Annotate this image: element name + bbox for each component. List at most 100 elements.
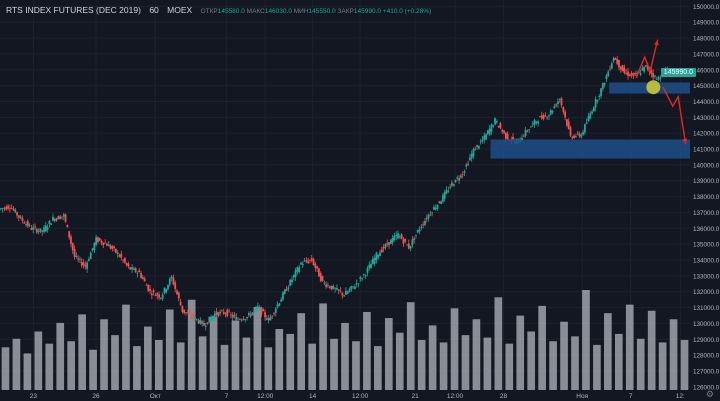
candle-body (143, 278, 146, 282)
candle-body (226, 309, 229, 317)
candle-body (183, 309, 186, 313)
candle-body (59, 216, 62, 219)
candle-body (470, 153, 473, 159)
y-tick-label: 129000.0 (693, 337, 720, 344)
candle-body (646, 65, 649, 70)
y-tick-label: 144000.0 (693, 99, 720, 106)
candle-body (203, 322, 205, 326)
candle-body (531, 123, 534, 125)
candle-body (558, 99, 561, 100)
candle-body (619, 66, 622, 70)
ohlc-readout: ОТКР145580.0 МАКС146030.0 МИН145550.0 ЗА… (201, 8, 432, 15)
candle-body (605, 75, 608, 79)
candle-body (237, 318, 239, 320)
candle-body (17, 215, 20, 218)
candle-body (416, 230, 419, 233)
candle-body (427, 214, 430, 219)
volume-bar (154, 340, 163, 390)
candle-body (422, 224, 425, 226)
candle-body (64, 214, 67, 222)
candle-body (614, 58, 617, 60)
candle-body (512, 136, 514, 140)
candle-body (655, 79, 658, 80)
last-price-tag: 145990.0 (660, 68, 696, 77)
x-tick-label: 21 (411, 393, 419, 400)
volume-bar (669, 319, 678, 390)
candle-body (386, 243, 389, 245)
candle-body (221, 310, 223, 312)
candle-body (80, 261, 83, 266)
candle-body (150, 293, 153, 296)
y-tick-label: 141000.0 (693, 147, 720, 154)
candle-body (551, 110, 554, 113)
timeframe-label[interactable]: 60 (149, 5, 159, 15)
candle-body (3, 207, 6, 209)
candle-body (526, 130, 529, 132)
change-value: +410.0 (+0.28%) (382, 8, 432, 15)
candle-body (37, 230, 40, 232)
candle-body (298, 267, 301, 273)
candle-body (583, 124, 586, 133)
candle-body (256, 306, 259, 309)
candle-body (170, 276, 173, 279)
y-tick-label: 145000.0 (693, 83, 720, 90)
candle-body (141, 277, 144, 279)
candle-body (530, 126, 532, 128)
candle-body (398, 236, 401, 238)
candle-body (600, 88, 602, 96)
candle-body (240, 319, 243, 321)
exchange-label: MOEX (167, 5, 193, 15)
candle-body (578, 133, 581, 137)
volume-bar (133, 346, 141, 390)
volume-bar (122, 304, 130, 390)
candle-body (287, 287, 290, 289)
candle-body (310, 258, 313, 261)
candle-body (46, 227, 49, 230)
candle-body (630, 73, 633, 75)
candle-body (567, 121, 570, 129)
volume-bar (625, 304, 634, 390)
volume-bar (538, 305, 546, 390)
candle-body (25, 224, 27, 225)
volume-bar (341, 322, 349, 390)
volume-bar (417, 340, 426, 390)
candle-body (341, 292, 344, 296)
candle-body (379, 252, 381, 257)
candle-body (539, 116, 541, 118)
candle-body (156, 293, 159, 296)
candle-body (370, 263, 372, 269)
candle-body (477, 145, 480, 149)
gear-icon[interactable]: ⚙ (705, 389, 714, 399)
candle-body (330, 285, 333, 290)
y-tick-label: 137000.0 (693, 210, 720, 217)
candle-body (612, 58, 615, 62)
candle-body (621, 65, 624, 72)
open-label: ОТКР (200, 8, 218, 15)
candle-body (497, 125, 500, 128)
candle-body (332, 285, 335, 289)
volume-bar (23, 353, 32, 390)
candle-body (625, 72, 628, 74)
candle-body (276, 304, 279, 308)
volume-bar (516, 315, 525, 390)
candle-body (222, 311, 225, 314)
volume-bar (395, 332, 404, 390)
candle-body (339, 290, 342, 292)
volume-bar (527, 331, 536, 390)
y-tick-label: 146000.0 (693, 67, 720, 74)
candle-body (535, 121, 538, 124)
volume-bar (111, 335, 119, 390)
candle-body (467, 163, 469, 165)
candle-body (123, 258, 126, 263)
x-tick-label: 12:00 (447, 393, 464, 400)
candle-body (109, 245, 112, 249)
candle-body (154, 295, 157, 296)
volume-bar (636, 338, 645, 390)
candle-body (34, 226, 36, 228)
candle-body (337, 289, 340, 291)
candle-body (118, 254, 121, 257)
candle-body (102, 242, 105, 246)
candle-body (62, 214, 65, 217)
candle-body (208, 316, 211, 323)
